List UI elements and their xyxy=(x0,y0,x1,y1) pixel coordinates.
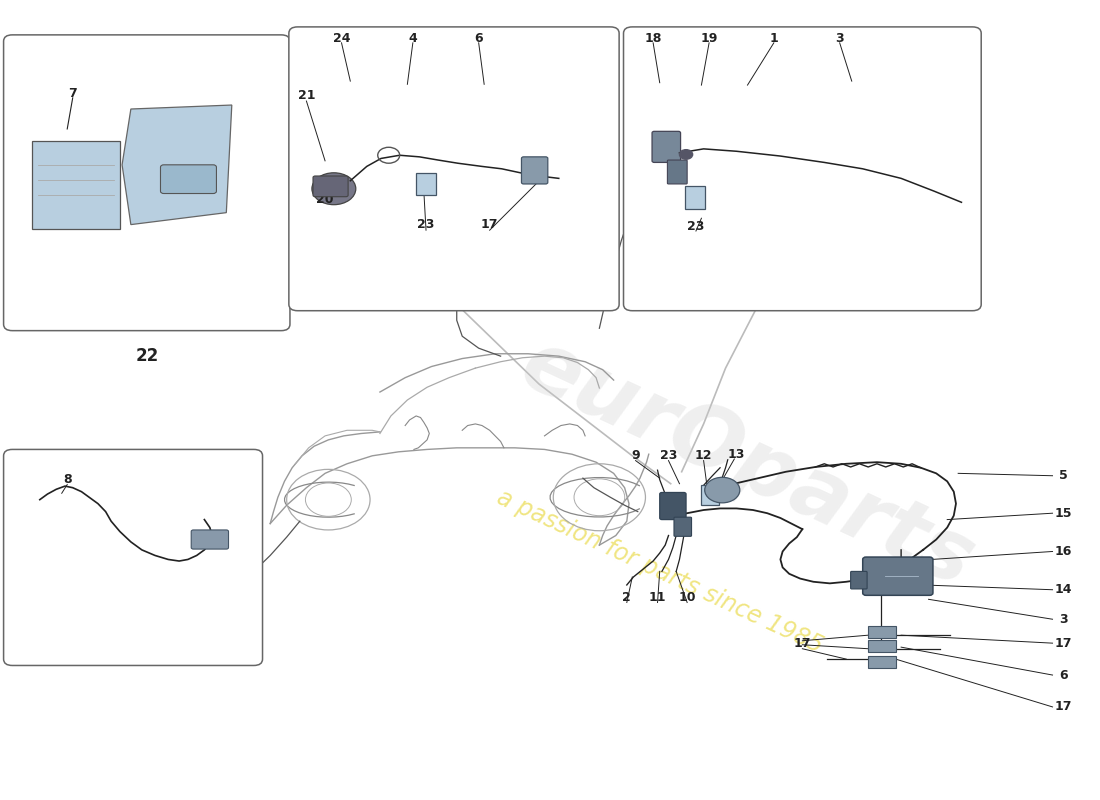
Text: 4: 4 xyxy=(408,31,417,45)
FancyBboxPatch shape xyxy=(521,157,548,184)
Text: 24: 24 xyxy=(333,31,350,45)
Text: 2: 2 xyxy=(623,591,631,604)
FancyBboxPatch shape xyxy=(191,530,229,549)
FancyBboxPatch shape xyxy=(674,517,692,536)
FancyBboxPatch shape xyxy=(416,173,436,195)
Text: 17: 17 xyxy=(793,637,811,650)
Circle shape xyxy=(312,173,355,205)
Circle shape xyxy=(680,150,693,159)
Text: 20: 20 xyxy=(317,193,333,206)
Text: 16: 16 xyxy=(1055,545,1072,558)
FancyBboxPatch shape xyxy=(652,131,681,162)
Text: eurOparts: eurOparts xyxy=(508,322,987,605)
Text: 17: 17 xyxy=(481,218,498,231)
FancyBboxPatch shape xyxy=(624,27,981,310)
Text: 23: 23 xyxy=(660,450,678,462)
Text: 21: 21 xyxy=(298,89,316,102)
Text: 17: 17 xyxy=(1055,637,1072,650)
FancyBboxPatch shape xyxy=(3,35,290,330)
Text: 17: 17 xyxy=(1055,701,1072,714)
Text: 22: 22 xyxy=(135,346,158,365)
Text: 10: 10 xyxy=(679,591,696,604)
FancyBboxPatch shape xyxy=(161,165,217,194)
FancyBboxPatch shape xyxy=(289,27,619,310)
Polygon shape xyxy=(122,105,232,225)
Text: 11: 11 xyxy=(649,591,667,604)
Text: 3: 3 xyxy=(835,31,844,45)
Text: 13: 13 xyxy=(728,448,745,461)
FancyBboxPatch shape xyxy=(668,160,688,184)
FancyBboxPatch shape xyxy=(660,493,686,519)
Text: 9: 9 xyxy=(631,450,640,462)
FancyBboxPatch shape xyxy=(850,571,867,589)
Text: 12: 12 xyxy=(695,450,713,462)
Text: 14: 14 xyxy=(1055,583,1072,596)
FancyBboxPatch shape xyxy=(314,176,348,197)
Text: 6: 6 xyxy=(1059,669,1068,682)
FancyBboxPatch shape xyxy=(868,656,895,668)
FancyBboxPatch shape xyxy=(32,141,120,229)
Text: 15: 15 xyxy=(1055,506,1072,520)
Text: 8: 8 xyxy=(63,474,72,486)
Text: 3: 3 xyxy=(1059,613,1068,626)
FancyBboxPatch shape xyxy=(685,186,705,209)
Text: 18: 18 xyxy=(645,31,662,45)
FancyBboxPatch shape xyxy=(3,450,263,666)
FancyBboxPatch shape xyxy=(868,640,895,652)
Text: 6: 6 xyxy=(474,31,483,45)
Text: 7: 7 xyxy=(68,86,77,99)
Text: 5: 5 xyxy=(1059,470,1068,482)
Circle shape xyxy=(705,478,740,503)
Text: 23: 23 xyxy=(688,220,705,233)
Text: 1: 1 xyxy=(770,31,778,45)
FancyBboxPatch shape xyxy=(868,626,895,638)
Text: 23: 23 xyxy=(417,218,434,231)
FancyBboxPatch shape xyxy=(862,557,933,595)
Text: 19: 19 xyxy=(701,31,718,45)
Text: a passion for parts since 1985: a passion for parts since 1985 xyxy=(493,485,826,658)
FancyBboxPatch shape xyxy=(702,486,719,506)
